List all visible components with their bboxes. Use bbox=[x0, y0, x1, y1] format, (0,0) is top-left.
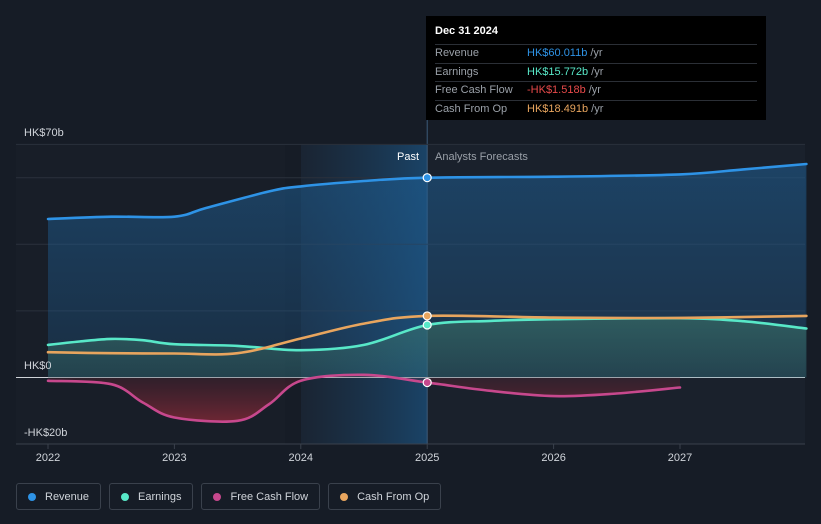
past-label: Past bbox=[397, 151, 419, 163]
y-label-bottom: -HK$20b bbox=[24, 427, 67, 439]
cfo-dot-icon bbox=[340, 492, 349, 501]
y-label-top: HK$70b bbox=[24, 127, 64, 139]
axis-labels: HK$70b HK$0 -HK$20b Past Analysts Foreca… bbox=[24, 127, 528, 439]
tooltip: Dec 31 2024 Revenue HK$60.011b /yr Earni… bbox=[426, 16, 766, 120]
revenue-dot-icon bbox=[28, 492, 36, 501]
tooltip-label: Earnings bbox=[435, 65, 479, 78]
tooltip-value: HK$60.011b bbox=[527, 47, 588, 59]
fcf-marker bbox=[422, 377, 432, 388]
tooltip-row-fcf: Free Cash Flow -HK$1.518b /yr bbox=[435, 81, 757, 100]
tooltip-unit: /yr bbox=[588, 84, 601, 96]
tooltip-label: Revenue bbox=[435, 47, 480, 59]
y-label-zero: HK$0 bbox=[24, 360, 52, 372]
forecast-label: Analysts Forecasts bbox=[435, 151, 528, 163]
earnings-marker bbox=[422, 320, 432, 330]
tooltip-row-revenue: Revenue HK$60.011b /yr bbox=[435, 44, 757, 63]
tooltip-unit: /yr bbox=[591, 65, 604, 78]
fcf-area bbox=[48, 374, 680, 422]
x-tick-label: 2024 bbox=[289, 452, 313, 464]
tooltip-unit: /yr bbox=[591, 102, 604, 115]
legend: Revenue Earnings Free Cash Flow Cash Fro… bbox=[16, 483, 442, 511]
tooltip-label: Free Cash Flow bbox=[435, 84, 513, 96]
x-tick-label: 2023 bbox=[162, 452, 186, 464]
legend-label: Free Cash Flow bbox=[230, 490, 309, 503]
x-tick-label: 2022 bbox=[36, 452, 60, 464]
revenue-marker bbox=[422, 173, 432, 183]
tooltip-date: Dec 31 2024 bbox=[435, 25, 498, 37]
tooltip-value: HK$18.491b bbox=[527, 102, 589, 115]
x-tick-label: 2025 bbox=[415, 452, 439, 464]
revenue-line bbox=[46, 162, 808, 221]
tooltip-value: -HK$1.518b bbox=[527, 84, 586, 96]
earnings-area bbox=[48, 318, 807, 378]
legend-label: Revenue bbox=[45, 490, 90, 503]
series-areas bbox=[48, 164, 807, 422]
legend-label: Cash From Op bbox=[357, 490, 430, 503]
legend-label: Earnings bbox=[138, 490, 182, 503]
x-tick-label: 2027 bbox=[668, 452, 692, 464]
tooltip-row-cfo: Cash From Op HK$18.491b /yr bbox=[435, 99, 757, 119]
tooltip-label: Cash From Op bbox=[435, 102, 508, 115]
legend-item-revenue[interactable]: Revenue bbox=[16, 483, 102, 510]
series-lines bbox=[46, 162, 808, 423]
tooltip-unit: /yr bbox=[590, 47, 603, 59]
tooltip-row-earnings: Earnings HK$15.772b /yr bbox=[435, 62, 757, 82]
legend-item-fcf[interactable]: Free Cash Flow bbox=[201, 483, 321, 510]
x-axis-ticks: 2022 2023 2024 2025 2026 2027 bbox=[36, 444, 692, 464]
fcf-line bbox=[46, 373, 682, 423]
legend-item-cfo[interactable]: Cash From Op bbox=[328, 483, 442, 510]
fcf-dot-icon bbox=[213, 492, 222, 501]
cfo-line bbox=[46, 314, 808, 356]
highlight-markers bbox=[422, 173, 432, 388]
tooltip-value: HK$15.772b bbox=[527, 65, 589, 78]
earnings-dot-icon bbox=[121, 492, 130, 501]
legend-item-earnings[interactable]: Earnings bbox=[109, 483, 194, 510]
x-tick-label: 2026 bbox=[541, 452, 565, 464]
cfo-marker bbox=[422, 311, 432, 321]
